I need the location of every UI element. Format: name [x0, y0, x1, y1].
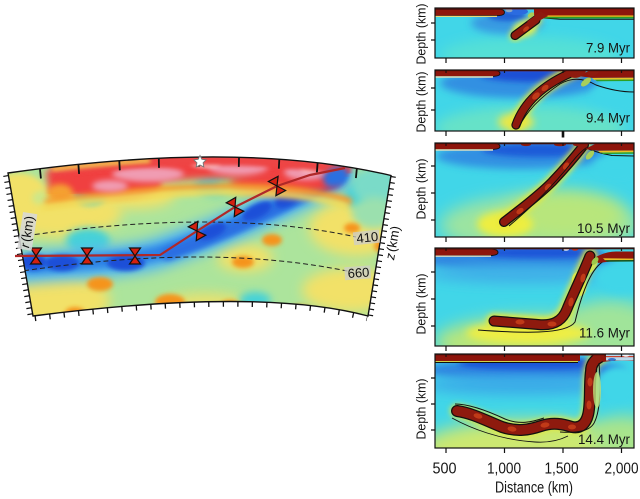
svg-text:Depth (km): Depth (km): [414, 379, 429, 440]
svg-text:Depth (km): Depth (km): [414, 159, 429, 220]
svg-text:1,000: 1,000: [487, 461, 521, 478]
svg-text:7.9 Myr: 7.9 Myr: [586, 40, 630, 56]
svg-text:410: 410: [356, 229, 379, 246]
svg-text:Depth (km): Depth (km): [414, 4, 429, 65]
svg-text:(km): (km): [18, 215, 37, 243]
svg-text:(km): (km): [384, 225, 403, 253]
svg-text:r: r: [17, 242, 33, 249]
svg-text:9.4 Myr: 9.4 Myr: [586, 110, 630, 126]
svg-text:2,000: 2,000: [605, 461, 639, 478]
svg-text:14.4 Myr: 14.4 Myr: [578, 431, 630, 447]
svg-text:Distance (km): Distance (km): [495, 480, 573, 497]
svg-text:660: 660: [347, 265, 370, 281]
svg-text:500: 500: [433, 461, 457, 478]
svg-text:Depth (km): Depth (km): [414, 72, 429, 133]
svg-text:10.5 Myr: 10.5 Myr: [577, 220, 630, 236]
svg-text:11.6 Myr: 11.6 Myr: [579, 325, 630, 341]
svg-text:1,500: 1,500: [545, 461, 579, 478]
svg-text:z: z: [382, 251, 398, 261]
svg-text:Depth (km): Depth (km): [414, 274, 429, 335]
